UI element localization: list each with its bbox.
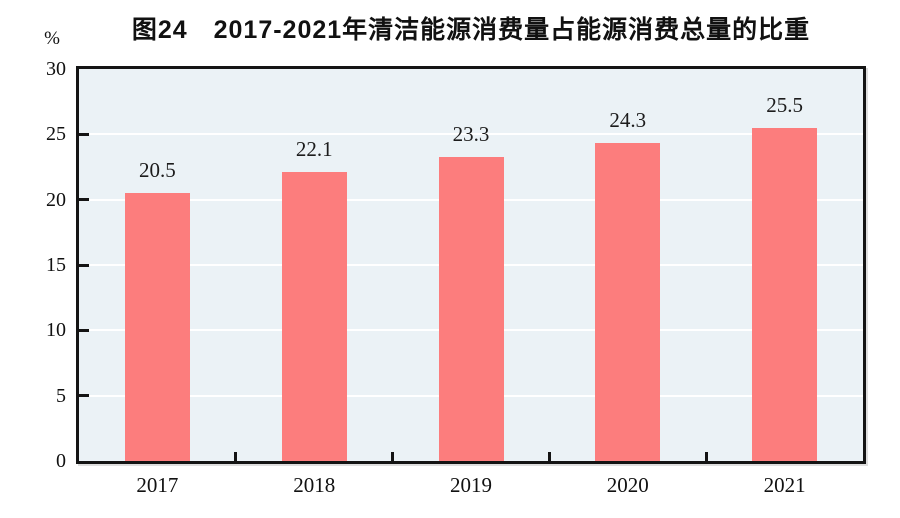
x-axis-label-2017: 2017 <box>136 473 179 497</box>
y-axis-label-10: 10 <box>46 319 66 342</box>
bar-2020 <box>595 143 661 461</box>
x-axis-label-2020: 2020 <box>606 473 649 497</box>
y-axis-label-25: 25 <box>46 123 66 146</box>
bar-value-label-2018: 22.1 <box>295 137 333 162</box>
y-axis-label-30: 30 <box>46 58 66 80</box>
chart-title: 图24 2017-2021年清洁能源消费量占能源消费总量的比重 <box>131 16 811 44</box>
x-axis-tick-mark-3 <box>547 452 551 461</box>
y-axis-label-5: 5 <box>56 384 66 407</box>
x-axis-tick-mark-2 <box>391 452 395 461</box>
x-axis-label-2021: 2021 <box>763 473 806 497</box>
y-axis-tick-mark-20 <box>79 198 89 202</box>
x-axis-tick-mark-4 <box>704 452 708 461</box>
bar-value-label-2021: 25.5 <box>766 92 803 117</box>
y-axis-label-20: 20 <box>46 188 66 211</box>
bar-value-label-2020: 24.3 <box>609 108 647 133</box>
bar-2017 <box>124 193 190 461</box>
y-axis-tick-mark-15 <box>79 263 89 267</box>
y-axis-tick-mark-10 <box>79 328 89 332</box>
y-axis-tick-mark-5 <box>79 394 89 398</box>
y-axis-tick-mark-25 <box>79 132 89 136</box>
y-axis-label-0: 0 <box>56 450 66 472</box>
x-axis-label-2018: 2018 <box>293 473 336 497</box>
bar-value-label-2019: 23.3 <box>452 121 490 146</box>
y-axis-unit-label: % <box>44 28 60 49</box>
x-axis-label-2019: 2019 <box>450 473 492 497</box>
y-axis-label-15: 15 <box>46 254 66 276</box>
bar-value-label-2017: 20.5 <box>139 158 176 183</box>
bar-2021 <box>752 127 818 461</box>
plot-inner: 20.5 22.1 23.3 24.3 25.5 <box>79 69 863 461</box>
plot-area: 20.5 22.1 23.3 24.3 25.5 <box>76 66 866 464</box>
x-axis-tick-mark-1 <box>234 452 238 461</box>
bar-2019 <box>438 156 504 461</box>
bar-2018 <box>281 172 347 461</box>
gridline-y-25 <box>79 133 863 136</box>
